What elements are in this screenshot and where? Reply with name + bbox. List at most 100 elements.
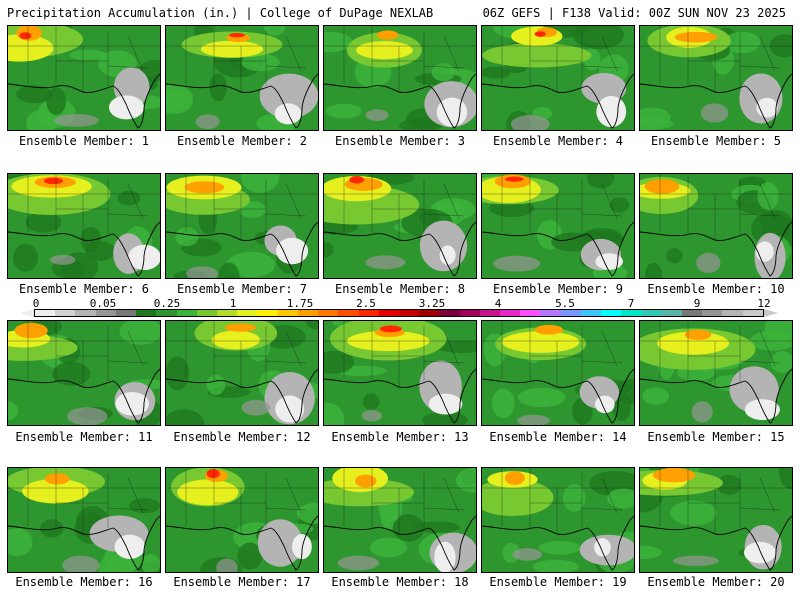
gulf-dry <box>337 555 380 571</box>
gulf-dry <box>700 103 729 123</box>
precip-map <box>166 468 318 572</box>
precip-map <box>640 26 792 130</box>
precip-patch <box>166 356 190 391</box>
dry-core <box>275 395 305 423</box>
ensemble-panel-7 <box>165 173 319 279</box>
precip-patch <box>117 190 141 206</box>
gulf-dry <box>195 114 220 130</box>
colorbar-low-arrow <box>20 309 34 317</box>
colorbar-segment <box>156 310 177 316</box>
ensemble-panel-5 <box>639 25 793 131</box>
dry-area <box>739 73 783 124</box>
ensemble-member-label: Ensemble Member: 15 <box>647 430 785 444</box>
colorbar <box>34 309 764 317</box>
precip-patch <box>325 103 362 119</box>
ensemble-member-label: Ensemble Member: 19 <box>489 575 627 589</box>
chart-title: Precipitation Accumulation (in.) | Colle… <box>7 6 434 20</box>
ensemble-member-label: Ensemble Member: 6 <box>18 282 150 296</box>
precip-patch <box>482 66 511 79</box>
precip-map <box>8 26 160 130</box>
precip-patch <box>237 542 263 570</box>
colorbar-segment <box>621 310 642 316</box>
precip-map <box>8 321 160 425</box>
coastline <box>640 221 792 277</box>
precip-patch <box>455 468 476 493</box>
precip-patch <box>98 553 135 572</box>
precip-map <box>324 174 476 278</box>
gulf-dry <box>512 548 543 561</box>
colorbar-tick-label: 9 <box>693 297 701 310</box>
colorbar-tick-label: 0 <box>32 297 40 310</box>
state-borders <box>640 174 792 240</box>
precip-band-max <box>504 471 525 485</box>
colorbar-segment <box>439 310 460 316</box>
state-borders <box>640 26 792 92</box>
colorbar-segment <box>318 310 339 316</box>
colorbar-segment <box>500 310 521 316</box>
colorbar-high-arrow <box>764 309 778 317</box>
coastline <box>166 368 318 424</box>
precip-map <box>8 468 160 572</box>
ensemble-panel-11 <box>7 320 161 426</box>
ensemble-member-label: Ensemble Member: 4 <box>492 134 624 148</box>
precip-patch <box>724 31 761 54</box>
precip-patch <box>562 484 586 512</box>
state-borders <box>8 321 160 387</box>
colorbar-tick-label: 5.5 <box>555 297 575 310</box>
dry-area <box>259 73 318 119</box>
gulf-dry <box>365 255 406 270</box>
dry-core <box>594 538 611 557</box>
precip-band-core <box>200 40 264 58</box>
coastline <box>482 368 634 424</box>
gulf-dry <box>361 410 383 422</box>
dry-area <box>581 72 627 104</box>
precip-patch <box>119 321 160 345</box>
precip-band-max <box>644 179 680 194</box>
dry-core <box>114 534 146 559</box>
precip-band-core <box>211 330 260 350</box>
precip-patch <box>305 321 318 330</box>
precip-band-peak <box>229 32 245 38</box>
precip-patch <box>586 174 615 189</box>
precip-band-max <box>184 181 225 194</box>
precip-patch <box>491 388 515 419</box>
state-borders <box>324 321 476 387</box>
colorbar-segment <box>722 310 743 316</box>
dry-core <box>596 95 627 128</box>
precip-patch <box>141 553 160 572</box>
precip-band-core <box>177 479 239 506</box>
precip-patch <box>757 182 779 210</box>
state-borders <box>640 468 792 534</box>
precip-map <box>324 26 476 130</box>
ensemble-panel-9 <box>481 173 635 279</box>
colorbar-segment <box>419 310 440 316</box>
precip-map <box>482 174 634 278</box>
ensemble-panel-10 <box>639 173 793 279</box>
precip-patch <box>166 409 205 425</box>
precip-patch <box>770 351 792 374</box>
colorbar-tick-label: 7 <box>627 297 635 310</box>
precip-patch <box>324 402 345 425</box>
ensemble-panel-16 <box>7 467 161 573</box>
colorbar-segment <box>176 310 197 316</box>
precip-patch <box>8 528 33 557</box>
precip-band-max <box>354 474 377 488</box>
precip-patch <box>80 226 101 253</box>
state-borders <box>482 174 634 240</box>
colorbar-segment <box>75 310 96 316</box>
dry-area <box>257 519 303 567</box>
precip-band-peak <box>19 32 32 40</box>
coastline <box>324 73 476 129</box>
precip-patch <box>324 241 334 258</box>
ensemble-member-label: Ensemble Member: 13 <box>331 430 469 444</box>
dry-area <box>419 220 468 272</box>
ensemble-panel-19 <box>481 467 635 573</box>
colorbar-segment <box>95 310 116 316</box>
precip-patch <box>16 85 53 104</box>
colorbar-segment <box>378 310 399 316</box>
gulf-dry <box>691 401 713 423</box>
coastline <box>482 515 634 571</box>
precip-patch <box>209 73 227 102</box>
state-borders <box>8 174 160 240</box>
colorbar-segment <box>520 310 541 316</box>
